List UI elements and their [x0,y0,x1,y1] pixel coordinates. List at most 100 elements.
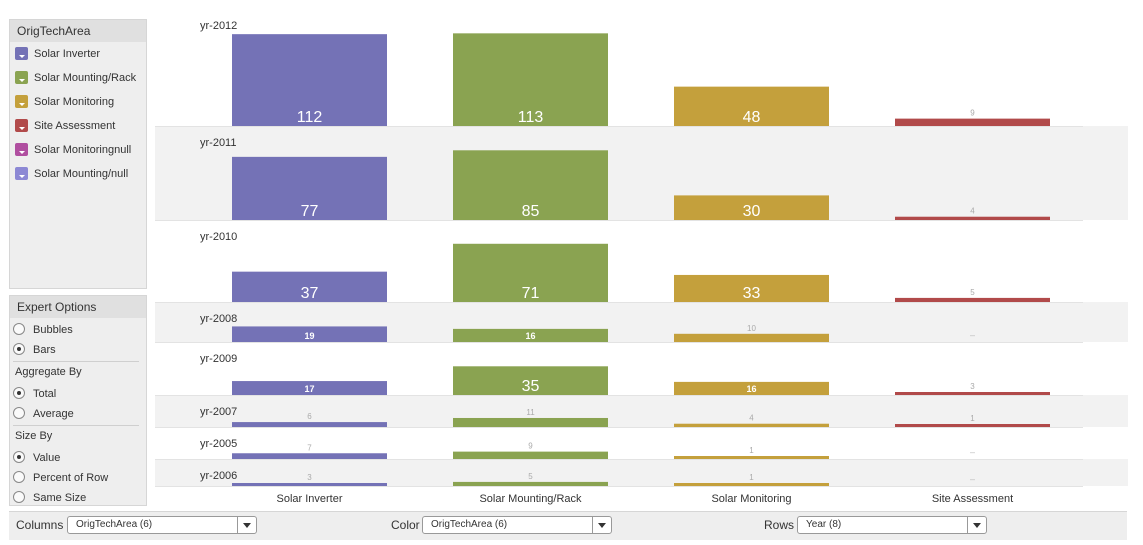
bar [453,328,608,342]
bar [232,422,387,427]
radio-percent-of-row-label: Percent of Row [33,472,109,484]
columns-label: Columns [16,518,64,532]
bar [895,216,1050,220]
columns-dropdown[interactable]: OrigTechArea (6) [67,516,257,534]
data-label: 5 [970,288,975,297]
data-label: 10 [747,324,756,333]
data-label: 17 [304,384,314,394]
radio-value[interactable] [13,451,25,463]
bar [674,381,829,395]
data-label: 30 [743,203,761,220]
bar [453,150,608,220]
category-label: Solar Monitoring [711,493,791,505]
color-dropdown[interactable]: OrigTechArea (6) [422,516,612,534]
bar [232,453,387,459]
divider [13,361,139,362]
data-label: 7 [307,443,312,452]
data-label: 48 [743,109,761,126]
divider [13,425,139,426]
radio-same-size[interactable] [13,491,25,503]
radio-percent-of-row[interactable] [13,471,25,483]
category-label: Solar Inverter [276,493,342,505]
chevron-down-icon[interactable] [592,517,611,533]
expert-options-title: Expert Options [10,296,146,318]
data-label: 3 [970,382,975,391]
legend-title: OrigTechArea [10,20,146,42]
radio-bars[interactable] [13,343,25,355]
radio-bars-label: Bars [33,344,56,356]
legend-swatch-dropdown-icon[interactable] [15,143,28,156]
row-label: yr-2005 [200,438,237,450]
data-label: 6 [307,412,312,421]
data-label: 1 [749,473,754,482]
missing-marker: – [970,447,975,457]
radio-average-label: Average [33,408,74,420]
data-label: 3 [307,473,312,482]
bar [895,118,1050,126]
bar [453,417,608,427]
data-label: 37 [301,285,319,302]
data-label: 35 [522,378,540,395]
radio-average[interactable] [13,407,25,419]
row-label: yr-2010 [200,231,237,243]
legend-label: Solar Monitoring [34,96,115,108]
data-label: 16 [746,384,756,394]
data-label: 9 [970,109,975,118]
chevron-down-icon[interactable] [237,517,256,533]
data-label: 1 [970,414,975,423]
legend-swatch-dropdown-icon[interactable] [15,119,28,132]
color-value: OrigTechArea (6) [431,519,508,530]
color-label: Color [391,518,420,532]
bar [232,156,387,220]
data-label: 112 [297,109,323,126]
row-label: yr-2006 [200,470,237,482]
category-label: Site Assessment [932,493,1013,505]
legend-swatch-dropdown-icon[interactable] [15,47,28,60]
row-label: yr-2008 [200,313,237,325]
size-by-heading: Size By [15,430,53,442]
bar [453,481,608,486]
bar [674,195,829,220]
row-label: yr-2011 [200,137,236,149]
data-label: 9 [528,442,533,451]
data-label: 113 [518,109,544,126]
legend-swatch-dropdown-icon[interactable] [15,71,28,84]
bar [232,271,387,302]
data-label: 1 [749,446,754,455]
radio-total-label: Total [33,388,57,400]
row-label: yr-2012 [200,20,237,32]
data-label: 77 [301,203,319,220]
legend-swatch-dropdown-icon[interactable] [15,95,28,108]
rows-dropdown[interactable]: Year (8) [797,516,987,534]
bar [674,86,829,126]
data-label: 85 [522,203,540,220]
bar [232,326,387,342]
bar [453,366,608,395]
data-label: 16 [525,331,535,341]
missing-marker: – [970,330,975,340]
radio-bubbles[interactable] [13,323,25,335]
controls-bar: Columns OrigTechArea (6) Color OrigTechA… [9,511,1127,540]
legend-label: Solar Monitoringnull [34,144,132,156]
bar [674,423,829,427]
data-label: 4 [970,207,975,216]
radio-total[interactable] [13,387,25,399]
row-label: yr-2009 [200,353,237,365]
aggregate-by-heading: Aggregate By [15,366,82,378]
legend-swatch-dropdown-icon[interactable] [15,167,28,180]
bar [232,381,387,395]
columns-value: OrigTechArea (6) [76,519,153,530]
bar [674,483,829,486]
data-label: 4 [749,414,754,423]
bar [895,424,1050,427]
bar [232,483,387,486]
legend-label: Solar Mounting/Rack [34,72,137,84]
bar [674,333,829,342]
legend-label: Solar Mounting/null [34,168,129,180]
rows-label: Rows [764,518,795,532]
bar [674,456,829,459]
legend-label: Solar Inverter [34,48,101,60]
chevron-down-icon[interactable] [967,517,986,533]
expert-options-panel: Expert Options Bubbles Bars Aggregate By… [9,295,147,506]
